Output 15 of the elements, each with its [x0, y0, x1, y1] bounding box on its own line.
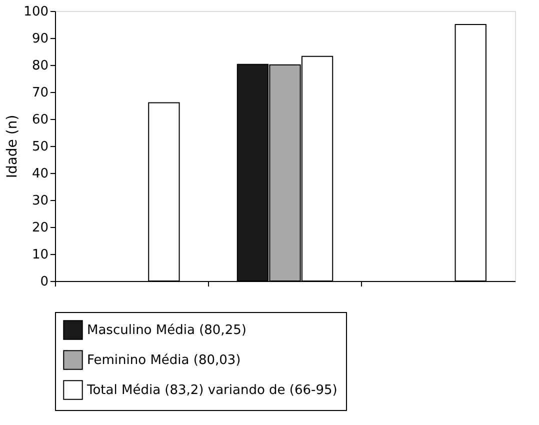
y-tick-label: 20 — [32, 220, 48, 236]
y-tick-label: 50 — [32, 140, 48, 154]
y-tick-label: 30 — [32, 194, 48, 208]
y-axis-title: Idade (n) — [4, 114, 21, 178]
legend-label: Total Média (83,2) variando de (66-95) — [86, 383, 338, 398]
y-tick-label: 100 — [24, 4, 48, 20]
y-tick-label: 40 — [32, 166, 48, 182]
legend-label: Masculino Média (80,25) — [87, 323, 246, 338]
y-tick-label: 80 — [32, 58, 48, 74]
y-tick-label: 10 — [32, 248, 48, 262]
y-tick-label: 0 — [40, 274, 48, 290]
y-tick-label: 70 — [32, 86, 48, 100]
legend-label: Feminino Média (80,03) — [87, 353, 241, 368]
y-tick-label: 60 — [32, 112, 48, 128]
y-tick-label: 90 — [32, 32, 48, 46]
